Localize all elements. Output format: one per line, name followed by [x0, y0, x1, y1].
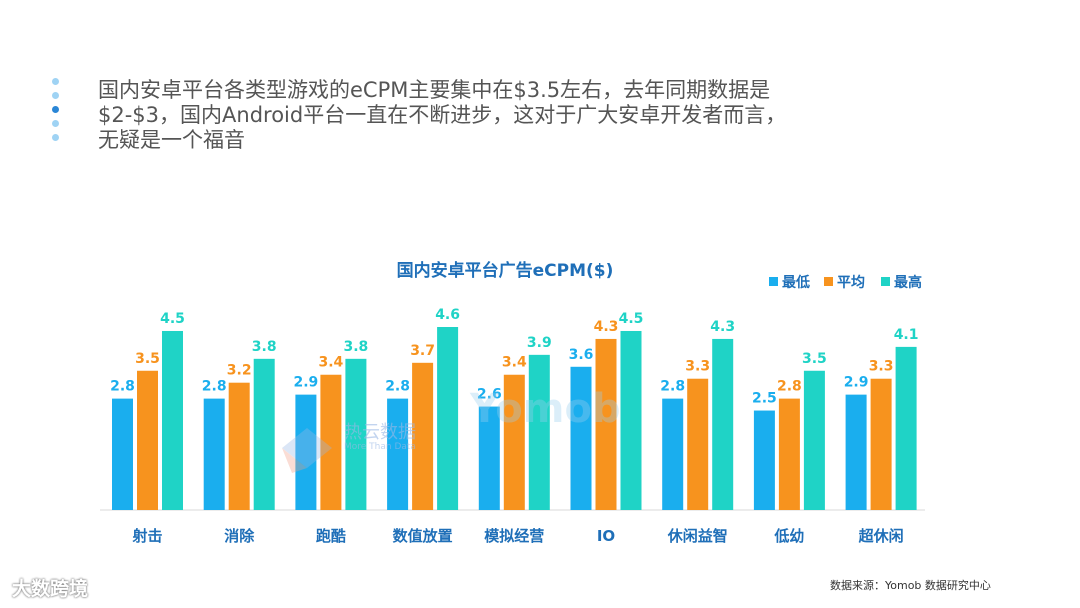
- data-label: 3.2: [227, 363, 252, 379]
- bullet-dot: [52, 106, 59, 113]
- data-label: 2.8: [110, 379, 135, 395]
- bar-2-0: [162, 330, 183, 510]
- category-label: 跑酷: [316, 527, 346, 545]
- reyun-logo-icon: [282, 428, 332, 473]
- bar-1-4: [503, 374, 525, 510]
- data-label: 4.1: [894, 327, 919, 343]
- legend-swatch: [769, 277, 778, 286]
- data-label: 4.3: [710, 319, 735, 335]
- bar-1-0: [137, 370, 158, 510]
- data-source: 数据来源：Yomob 数据研究中心: [830, 579, 991, 592]
- bar-1-2: [320, 374, 342, 510]
- data-label: 3.8: [343, 339, 368, 355]
- bullet-dot: [52, 78, 59, 85]
- watermark-reyun: 热云数据: [344, 422, 416, 443]
- data-label: 3.3: [685, 359, 710, 375]
- bar-0-8: [845, 394, 867, 510]
- data-label: 3.5: [802, 351, 827, 367]
- legend-label: 平均: [837, 274, 865, 291]
- bar-0-6: [662, 398, 684, 510]
- category-label: 超休闲: [858, 527, 904, 545]
- brand-watermark: 大数跨境: [12, 578, 89, 600]
- bar-2-5: [620, 330, 642, 510]
- summary-line-1: 国内安卓平台各类型游戏的eCPM主要集中在$3.5左右，去年同期数据是: [98, 78, 771, 102]
- data-label: 2.6: [477, 387, 502, 403]
- bar-1-7: [778, 398, 800, 510]
- bar-1-3: [412, 362, 434, 510]
- category-label: 数值放置: [393, 527, 453, 545]
- legend-swatch: [881, 277, 890, 286]
- bar-0-5: [570, 366, 592, 510]
- bar-1-1: [228, 382, 250, 510]
- bullet-dot: [52, 120, 59, 127]
- bar-2-1: [253, 358, 275, 510]
- data-label: 3.7: [410, 343, 435, 359]
- data-label: 2.5: [752, 391, 777, 407]
- data-label: 3.5: [135, 351, 160, 367]
- chart-title: 国内安卓平台广告eCPM($): [397, 260, 614, 281]
- bar-1-8: [870, 378, 892, 510]
- bullet-list: [52, 78, 66, 148]
- data-label: 3.6: [569, 347, 594, 363]
- bar-1-6: [687, 378, 709, 510]
- data-label: 4.6: [435, 307, 460, 323]
- category-label: 消除: [224, 527, 255, 545]
- data-label: 3.4: [318, 355, 343, 371]
- bullet-dot: [52, 134, 59, 141]
- data-label: 4.5: [619, 311, 644, 327]
- legend-label: 最低: [782, 274, 810, 291]
- bar-2-3: [437, 327, 459, 510]
- category-label: 模拟经营: [484, 527, 544, 545]
- bar-0-3: [387, 398, 409, 510]
- legend-swatch: [824, 277, 833, 286]
- watermark-reyun-sub: More Than Data: [344, 442, 416, 452]
- data-label: 3.4: [502, 355, 527, 371]
- bar-0-1: [203, 398, 225, 510]
- bar-1-5: [595, 338, 617, 510]
- bar-2-7: [803, 370, 825, 510]
- summary-line-2: $2-$3，国内Android平台一直在不断进步，这对于广大安卓开发者而言，: [98, 103, 787, 127]
- data-label: 2.9: [844, 375, 869, 391]
- data-label: 2.8: [777, 379, 802, 395]
- bar-2-8: [895, 346, 917, 510]
- data-label: 3.3: [869, 359, 894, 375]
- data-label: 3.9: [527, 335, 552, 351]
- bar-2-2: [345, 358, 367, 510]
- summary-text: 国内安卓平台各类型游戏的eCPM主要集中在$3.5左右，去年同期数据是 $2-$…: [98, 78, 818, 153]
- data-label: 4.5: [160, 311, 185, 327]
- data-label: 2.8: [202, 379, 227, 395]
- category-label: 射击: [131, 527, 162, 545]
- bar-2-4: [528, 354, 550, 510]
- bar-2-6: [712, 338, 734, 510]
- data-label: 2.8: [385, 379, 410, 395]
- data-label: 4.3: [594, 319, 619, 335]
- data-label: 3.8: [252, 339, 277, 355]
- category-label: IO: [597, 527, 615, 545]
- bar-0-2: [295, 394, 317, 510]
- category-label: 低幼: [773, 527, 804, 545]
- bar-0-4: [478, 406, 500, 510]
- summary-line-3: 无疑是一个福音: [98, 128, 245, 152]
- watermark-yomob: Yomob: [470, 386, 621, 432]
- bar-0-0: [112, 398, 133, 510]
- data-label: 2.8: [660, 379, 685, 395]
- legend-label: 最高: [894, 274, 922, 291]
- bar-0-7: [753, 410, 775, 510]
- category-label: 休闲益智: [667, 527, 728, 545]
- data-label: 2.9: [293, 375, 318, 391]
- bullet-dot: [52, 92, 59, 99]
